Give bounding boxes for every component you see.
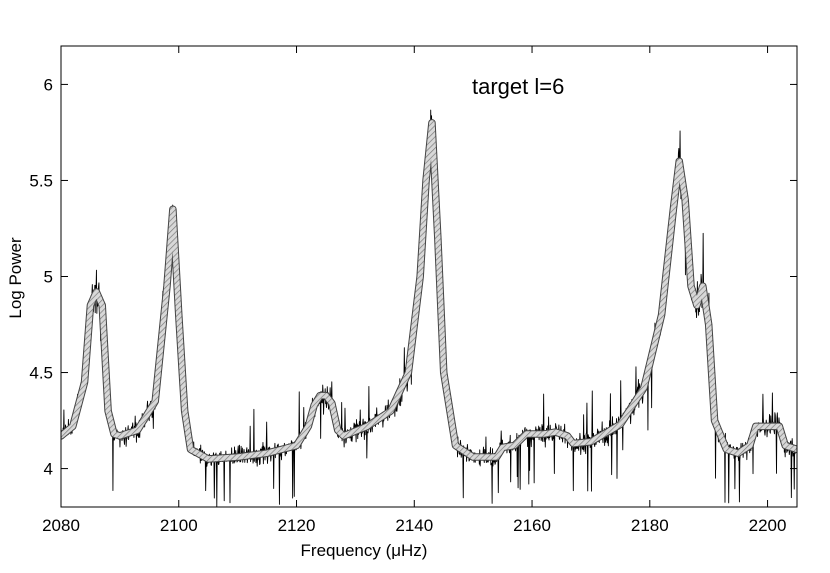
x-tick-label: 2120 [278,516,316,535]
y-tick-label: 5 [44,268,53,287]
annotation-label: target l=6 [472,74,564,99]
y-tick-label: 4.5 [29,364,53,383]
x-axis-label: Frequency (μHz) [301,541,428,560]
y-tick-label: 6 [44,75,53,94]
y-tick-label: 5.5 [29,171,53,190]
y-axis-label: Log Power [6,237,25,319]
x-tick-label: 2160 [513,516,551,535]
x-tick-label: 2180 [631,516,669,535]
x-tick-label: 2140 [395,516,433,535]
x-tick-label: 2100 [160,516,198,535]
model-fit-band [61,120,797,462]
y-tick-label: 4 [44,460,53,479]
x-tick-label: 2080 [42,516,80,535]
x-tick-label: 2200 [749,516,787,535]
